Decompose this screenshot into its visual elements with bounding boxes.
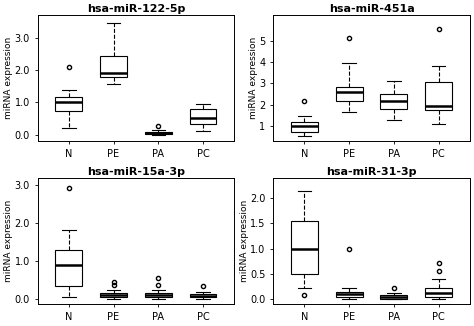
Title: hsa-miR-31-3p: hsa-miR-31-3p	[326, 167, 417, 177]
PathPatch shape	[291, 221, 318, 274]
PathPatch shape	[190, 110, 216, 124]
PathPatch shape	[291, 122, 318, 132]
PathPatch shape	[55, 96, 82, 111]
Y-axis label: miRNA expression: miRNA expression	[240, 200, 249, 282]
PathPatch shape	[425, 288, 452, 297]
PathPatch shape	[145, 132, 172, 134]
Y-axis label: miRNA expression: miRNA expression	[4, 37, 13, 119]
Y-axis label: miRNA expression: miRNA expression	[4, 200, 13, 282]
Title: hsa-miR-122-5p: hsa-miR-122-5p	[87, 4, 185, 14]
Title: hsa-miR-15a-3p: hsa-miR-15a-3p	[87, 167, 185, 177]
Y-axis label: miRNA expression: miRNA expression	[249, 37, 258, 119]
PathPatch shape	[381, 94, 407, 109]
PathPatch shape	[100, 293, 127, 297]
PathPatch shape	[100, 56, 127, 77]
PathPatch shape	[55, 250, 82, 287]
PathPatch shape	[336, 87, 363, 100]
PathPatch shape	[190, 294, 216, 297]
PathPatch shape	[425, 82, 452, 110]
PathPatch shape	[336, 291, 363, 297]
Title: hsa-miR-451a: hsa-miR-451a	[328, 4, 414, 14]
PathPatch shape	[381, 295, 407, 299]
PathPatch shape	[145, 293, 172, 297]
